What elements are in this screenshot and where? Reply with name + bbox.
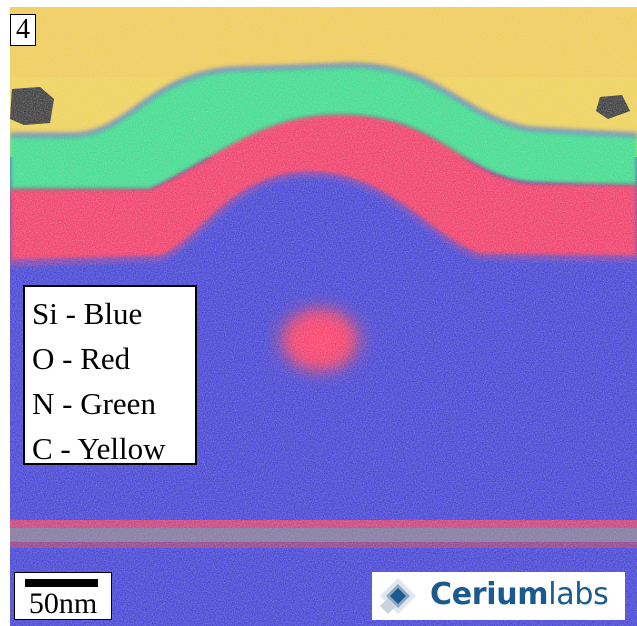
logo-word-labs: labs <box>548 577 609 612</box>
logo-word-cerium: Cerium <box>430 577 549 612</box>
logo-diamond-icon <box>380 578 416 614</box>
elemental-map-image <box>10 7 637 626</box>
logo-wordmark: Ceriumlabs <box>430 575 609 615</box>
legend-item-o: O - Red <box>32 341 131 376</box>
ceriumlabs-logo: Ceriumlabs <box>372 572 625 620</box>
scale-bar-line <box>25 579 98 587</box>
legend-item-n: N - Green <box>32 386 156 421</box>
panel-number: 4 <box>10 14 36 46</box>
eds-element-map <box>10 7 637 626</box>
scale-bar: 50nm <box>14 572 112 620</box>
element-legend: Si - Blue O - Red N - Green C - Yellow <box>23 285 197 466</box>
legend-item-c: C - Yellow <box>32 431 166 466</box>
legend-item-si: Si - Blue <box>32 296 143 331</box>
scale-bar-label: 50nm <box>28 587 98 620</box>
